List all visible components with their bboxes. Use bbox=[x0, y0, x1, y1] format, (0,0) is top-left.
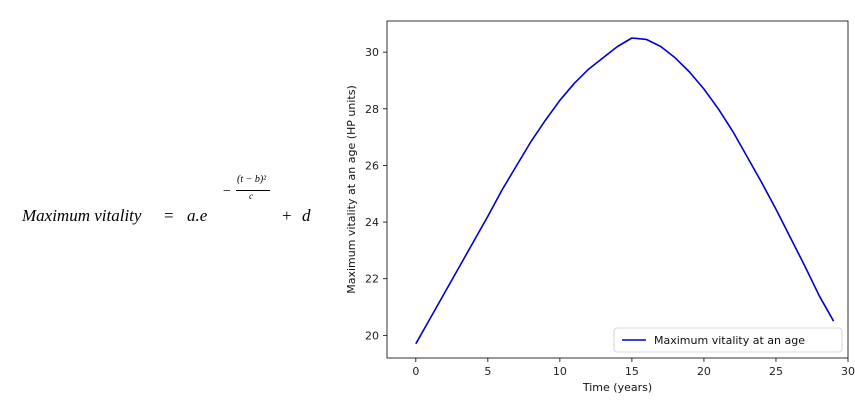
x-tick-label: 0 bbox=[412, 365, 419, 378]
y-tick-label: 30 bbox=[365, 46, 379, 59]
series-line-1 bbox=[415, 37, 835, 345]
legend: Maximum vitality at an age bbox=[613, 327, 843, 353]
formula-fraction-bar bbox=[236, 190, 270, 191]
x-axis-label: Time (years) bbox=[582, 381, 652, 394]
x-tick-label: 5 bbox=[484, 365, 491, 378]
formula-base: a.e bbox=[187, 206, 208, 225]
plot-frame bbox=[386, 20, 849, 359]
formula-constant: d bbox=[302, 206, 311, 225]
x-tick-label: 25 bbox=[769, 365, 783, 378]
y-tick-label: 28 bbox=[365, 103, 379, 116]
x-tick-label: 10 bbox=[553, 365, 567, 378]
y-tick-label: 20 bbox=[365, 329, 379, 342]
x-tick-label: 15 bbox=[625, 365, 639, 378]
legend-label-series-1: Maximum vitality at an age bbox=[654, 334, 805, 347]
y-axis-label: Maximum vitality at an age (HP units) bbox=[345, 85, 358, 294]
x-axis: 0 5 10 15 20 25 30 bbox=[412, 358, 855, 378]
y-axis: 20 22 24 26 28 30 bbox=[365, 46, 387, 342]
vitality-formula: Maximum vitality = a.e − (t − b)² c + d bbox=[0, 0, 330, 419]
legend-box bbox=[613, 327, 843, 353]
formula-lhs: Maximum vitality bbox=[22, 206, 142, 225]
formula-plus: + bbox=[282, 206, 292, 225]
formula-exponent-sign: − bbox=[223, 184, 231, 199]
formula-equals: = bbox=[164, 206, 174, 225]
x-tick-label: 30 bbox=[841, 365, 855, 378]
y-tick-label: 26 bbox=[365, 159, 379, 172]
y-tick-label: 22 bbox=[365, 273, 379, 286]
y-tick-label: 24 bbox=[365, 216, 379, 229]
x-tick-label: 20 bbox=[697, 365, 711, 378]
formula-exponent-denominator: c bbox=[249, 191, 253, 201]
formula-exponent-numerator: (t − b)² bbox=[237, 174, 267, 185]
